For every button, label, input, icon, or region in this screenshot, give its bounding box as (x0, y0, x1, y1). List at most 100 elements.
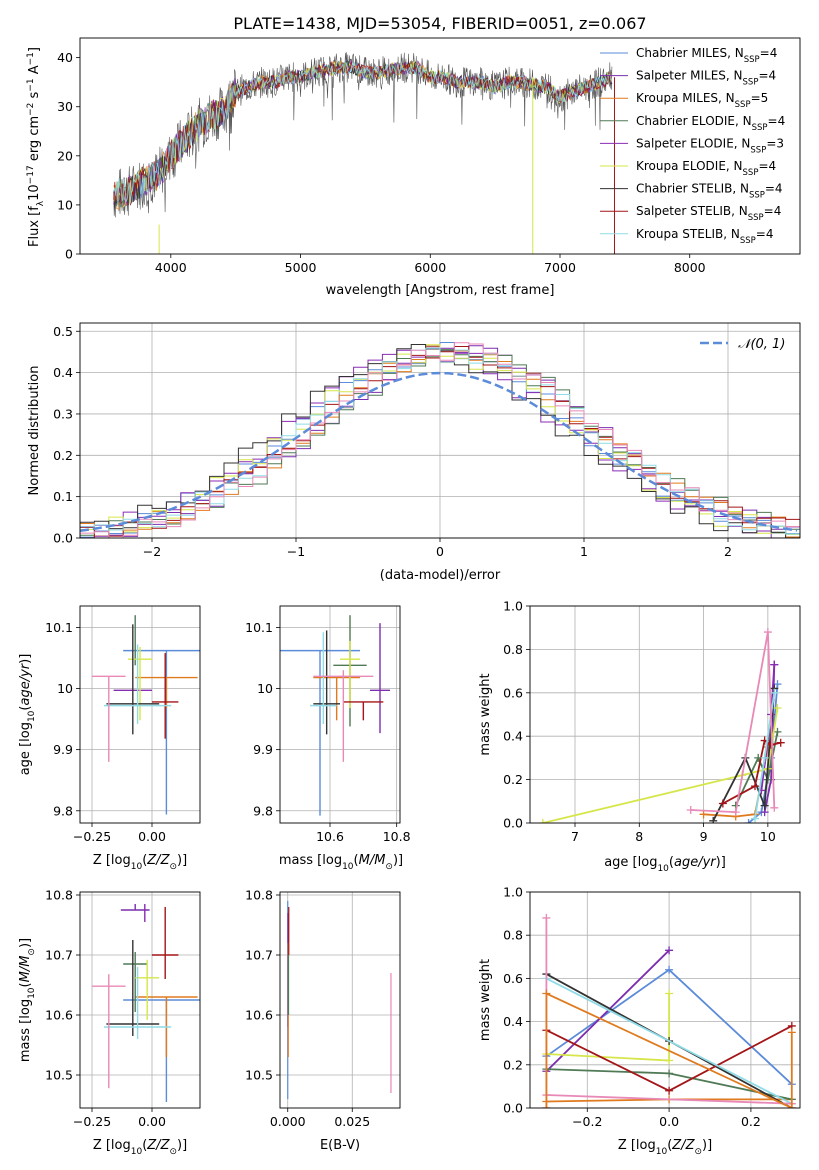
label-part: 10 (656, 1147, 668, 1157)
mass-weight-marker (763, 628, 772, 637)
legend-text: Chabrier MILES, N (636, 46, 744, 60)
mass-weight-marker (542, 913, 551, 922)
data-point (128, 646, 152, 721)
plot-content (542, 913, 796, 1108)
x-tick-label: 8 (635, 829, 643, 844)
legend-text: =4 (756, 227, 774, 241)
y-tick-label: 0.2 (53, 448, 73, 463)
y-tick-label: 0.0 (53, 531, 73, 546)
x-tick-label: −0.2 (572, 1114, 602, 1129)
mass-weight-marker (686, 805, 695, 814)
mass-weight-marker (773, 703, 782, 712)
x-axis-label: (data-model)/error (380, 568, 501, 583)
legend-entry: Salpeter MILES, NSSP=4 (636, 69, 776, 88)
legend-text: =4 (758, 69, 776, 83)
figure-title: PLATE=1438, MJD=53054, FIBERID=0051, z=0… (233, 14, 646, 33)
axes-frame (279, 605, 401, 824)
axes-frame (279, 891, 401, 1109)
legend-entry: Salpeter STELIB, NSSP=4 (636, 204, 781, 223)
model-spectrum-line (113, 60, 613, 208)
label-part: ⊙ (694, 1147, 702, 1157)
plot-content (287, 901, 392, 1099)
legend-entry: Kroupa MILES, NSSP=5 (636, 91, 768, 110)
y-tick-label: 9.9 (53, 742, 73, 757)
mass-weight-marker (751, 814, 759, 823)
data-point (340, 640, 360, 709)
x-tick-label: 10.6 (316, 829, 344, 844)
x-tick-label: 0 (436, 544, 444, 559)
label-part: mass [log (279, 853, 342, 868)
mass-weight-line (542, 707, 779, 823)
label-part: 10 (27, 184, 42, 201)
legend-text: =3 (766, 136, 784, 150)
label-part: ( (18, 982, 33, 987)
label-part: ( (142, 1138, 147, 1153)
label-part: ⊙ (27, 948, 37, 956)
mass-weight-marker (776, 738, 785, 747)
y-tick-label: 0.8 (503, 642, 523, 657)
legend-text: =5 (751, 91, 769, 105)
mass-weight-marker (770, 660, 779, 669)
model-spectrum-line (113, 61, 613, 206)
y-tick-label: 40 (57, 50, 73, 65)
mass-weight-vs-age-panel: 7 8 9 10 0.0 0.2 0.4 0.6 0.8 1.0 mass weight age [l… (478, 599, 801, 874)
y-tick-label: 0.4 (503, 729, 523, 744)
plot-content (92, 615, 200, 815)
data-point (313, 676, 360, 721)
label-part: Flux [f (27, 206, 42, 247)
legend-entry: Salpeter ELODIE, NSSP=3 (636, 136, 784, 155)
label-part: ( (354, 853, 359, 868)
legend-entry: Kroupa STELIB, NSSP=4 (636, 227, 774, 246)
plot-area (530, 892, 800, 1108)
label-part: −1 (26, 78, 36, 91)
data-point (106, 940, 160, 1036)
data-point (370, 623, 390, 734)
label-part: )] (393, 853, 403, 868)
label-part: mass [log (18, 999, 33, 1062)
mass-weight-marker (665, 946, 674, 955)
plot-area (280, 606, 400, 823)
label-part: Z [log (618, 1138, 656, 1153)
y-axis-label: mass weight (478, 673, 493, 755)
normal-distribution-curve (80, 371, 798, 533)
data-point (135, 959, 160, 1020)
label-part: A (27, 65, 42, 78)
legend-text: =4 (764, 204, 782, 218)
y-tick-label: 0.1 (53, 489, 73, 504)
legend-subscript: SSP (744, 55, 760, 65)
y-tick-label: 10.6 (245, 1008, 273, 1023)
x-axis-label: wavelength [Angstrom, rest frame] (326, 283, 555, 298)
mass-weight-marker (760, 801, 769, 810)
label-part: ⊙ (385, 862, 393, 872)
mass-weight-marker (787, 1104, 796, 1108)
model-spectrum-line (113, 61, 613, 208)
y-tick-label: 10.8 (245, 888, 273, 903)
mass-weight-marker (699, 810, 708, 819)
mass-weight-marker (770, 688, 779, 697)
legend-subscript: SSP (740, 236, 756, 246)
y-tick-label: 10.7 (45, 948, 73, 963)
label-part: age/yr (18, 662, 33, 705)
axes-frame (79, 605, 201, 824)
axes-frame (529, 891, 801, 1109)
y-tick-label: 0.0 (503, 816, 523, 831)
legend-subscript: SSP (749, 191, 765, 201)
legend-entry: 𝒩(0, 1) (738, 337, 785, 352)
label-part: )] (18, 654, 33, 664)
label-part: Z/Z (146, 1138, 170, 1153)
label-part: 10 (27, 710, 37, 722)
x-tick-label: 0.2 (741, 1114, 761, 1129)
y-tick-label: 9.9 (253, 742, 273, 757)
mass-weight-marker (718, 799, 727, 808)
label-part: )] (177, 1138, 187, 1153)
y-tick-label: 10.1 (45, 620, 73, 635)
y-tick-label: 1.0 (503, 885, 523, 900)
label-part: 10 (27, 987, 37, 999)
legend-entry: Chabrier STELIB, NSSP=4 (636, 182, 783, 201)
x-tick-label: −2 (143, 544, 161, 559)
legend-subscript: SSP (752, 123, 768, 133)
label-part: M/M (18, 956, 33, 983)
label-part: λ (36, 200, 46, 206)
spectrum-panel: 4000 5000 6000 7000 8000 0 10 20 30 40 Chabrier MI… (26, 37, 801, 298)
axes-frame (529, 605, 801, 824)
